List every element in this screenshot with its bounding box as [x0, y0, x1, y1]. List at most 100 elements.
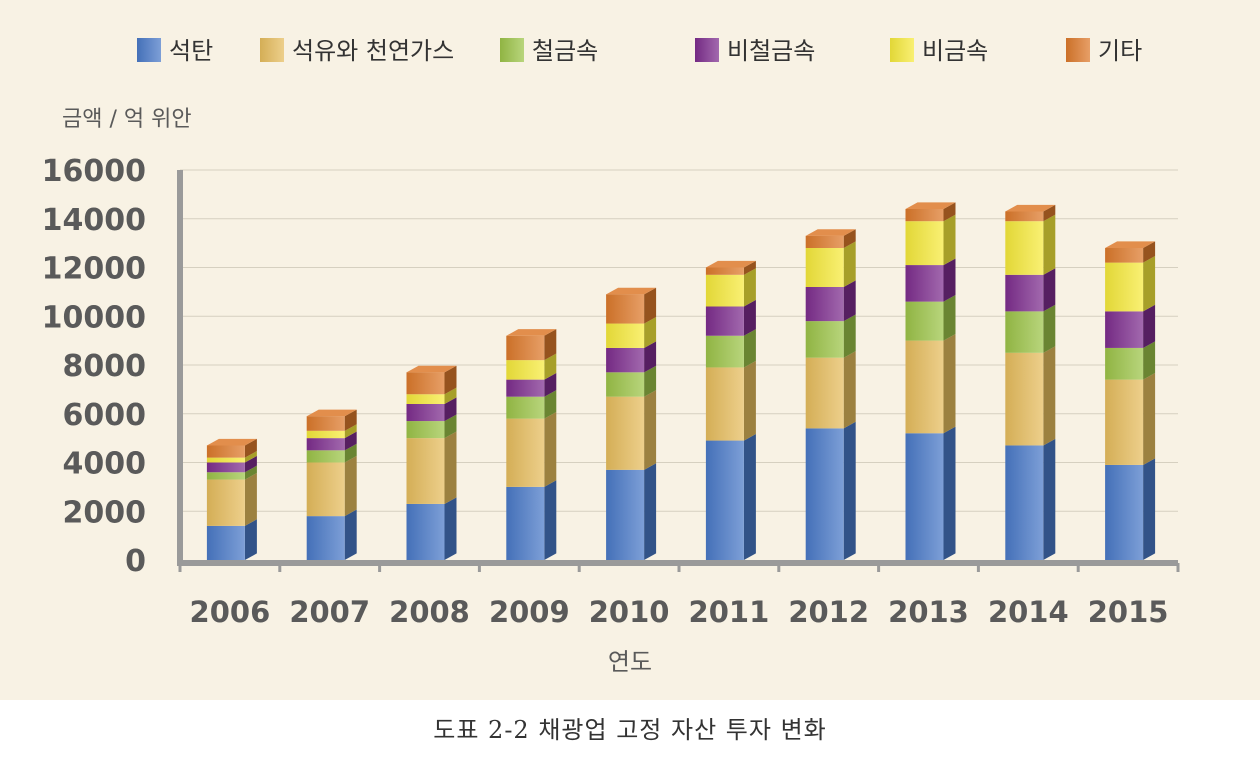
- bar-side-segment: [743, 260, 756, 275]
- x-tick-label: 2013: [888, 595, 969, 629]
- bar-segment-기타: [506, 335, 545, 361]
- bar-segment-석탄: [1005, 445, 1044, 560]
- y-tick-label: 6000: [63, 398, 147, 433]
- bar-side-segment: [1143, 256, 1156, 312]
- bar-side-segment: [1043, 268, 1056, 312]
- bar-side-segment: [244, 465, 257, 480]
- bar-segment-비금속: [1105, 262, 1144, 312]
- bar-segment-비금속: [805, 248, 844, 287]
- bar-top-face: [306, 409, 357, 417]
- bar-side-segment: [644, 463, 657, 560]
- legend-label: 비철금속: [727, 37, 815, 65]
- bar-side-segment: [1143, 341, 1156, 380]
- bar-side-segment: [743, 299, 756, 336]
- bar-segment-석유와 천연가스: [905, 340, 944, 434]
- bar-segment-비금속: [905, 221, 944, 266]
- bar-segment-석유와 천연가스: [705, 367, 744, 441]
- bar-segment-철금속: [1005, 311, 1044, 353]
- bar-side-segment: [444, 431, 457, 504]
- bar-side-segment: [244, 451, 257, 463]
- bar-side-segment: [644, 365, 657, 397]
- bar-side-segment: [444, 365, 457, 395]
- bar-segment-철금속: [206, 472, 245, 480]
- legend: 석탄 석유와 천연가스 철금속 비철금속 비금속 기타: [137, 37, 1142, 65]
- bar-side-segment: [943, 295, 956, 341]
- bar-segment-석유와 천연가스: [306, 462, 345, 517]
- legend-label: 철금속: [532, 37, 598, 65]
- bar-top-face: [805, 229, 856, 236]
- bar-segment-석탄: [905, 433, 944, 560]
- bar-segment-비금속: [606, 323, 645, 348]
- bar-segment-석탄: [1105, 464, 1144, 560]
- bar-side-segment: [644, 287, 657, 324]
- bar-segment-비철금속: [1105, 311, 1144, 348]
- x-tick-label: 2011: [689, 595, 770, 629]
- bar-side-segment: [843, 351, 856, 429]
- legend-label: 석탄: [169, 37, 213, 65]
- bar-segment-석탄: [705, 440, 744, 560]
- bar-segment-비금속: [1005, 221, 1044, 275]
- bar-segment-철금속: [406, 421, 445, 439]
- bar-segment-기타: [905, 209, 944, 222]
- bar-side-segment: [244, 455, 257, 473]
- bar-stack-2008: [406, 365, 457, 560]
- bar-side-segment: [344, 443, 357, 463]
- y-tick-label: 2000: [63, 495, 147, 530]
- bar-segment-비철금속: [406, 404, 445, 422]
- bar-stack-2014: [1005, 204, 1056, 560]
- bar-segment-기타: [606, 294, 645, 324]
- stacked-bar-chart: 석탄 석유와 천연가스 철금속 비철금속 비금속 기타 금액 / 억 위안 0 2000 40…: [42, 37, 1180, 676]
- bar-side-segment: [344, 455, 357, 517]
- bar-side-segment: [743, 360, 756, 441]
- x-tick-label: 2014: [988, 595, 1069, 629]
- bar-segment-석탄: [805, 428, 844, 560]
- bar-side-segment: [1143, 304, 1156, 348]
- bar-top-face: [1005, 204, 1056, 212]
- bar-segment-석유와 천연가스: [406, 438, 445, 504]
- bar-side-segment: [1043, 204, 1056, 222]
- bar-segment-석탄: [206, 525, 245, 560]
- bar-segment-비금속: [306, 430, 345, 439]
- bar-segment-철금속: [805, 321, 844, 358]
- legend-label: 기타: [1098, 37, 1142, 65]
- bar-segment-철금속: [705, 335, 744, 368]
- bar-segment-비철금속: [306, 438, 345, 451]
- bar-side-segment: [1043, 304, 1056, 353]
- legend-label: 비금속: [922, 37, 988, 65]
- bar-segment-기타: [206, 445, 245, 458]
- x-tick-label: 2009: [489, 595, 570, 629]
- legend-swatch: [137, 38, 161, 62]
- bar-side-segment: [1043, 214, 1056, 275]
- y-tick-labels: 0 2000 4000 6000 8000 10000 12000 14000 16000: [42, 154, 146, 579]
- bar-segment-비금속: [206, 457, 245, 463]
- x-tick-label: 2012: [788, 595, 869, 629]
- bar-side-segment: [244, 472, 257, 526]
- bar-side-segment: [544, 390, 557, 419]
- bar-segment-철금속: [306, 450, 345, 463]
- bar-segment-기타: [406, 372, 445, 395]
- legend-swatch: [890, 38, 914, 62]
- bar-stack-2009: [506, 329, 557, 560]
- bar-stack-2007: [306, 409, 357, 560]
- y-tick-label: 0: [125, 544, 146, 579]
- bar-segment-석탄: [406, 503, 445, 560]
- y-tick-label: 4000: [63, 447, 147, 482]
- bar-side-segment: [843, 280, 856, 322]
- bar-top-face: [506, 329, 557, 336]
- bar-segment-석탄: [506, 486, 545, 560]
- bar-side-segment: [1143, 373, 1156, 465]
- y-tick-label: 8000: [63, 349, 147, 384]
- bar-side-segment: [1143, 458, 1156, 560]
- x-tick-label: 2006: [190, 595, 271, 629]
- axes: [177, 170, 1180, 572]
- bar-stack-2010: [606, 287, 657, 560]
- bar-side-segment: [843, 421, 856, 560]
- bar-segment-기타: [1105, 248, 1144, 263]
- bar-top-face: [406, 365, 457, 373]
- bar-segment-비철금속: [705, 306, 744, 336]
- bar-segment-철금속: [905, 301, 944, 341]
- bar-side-segment: [943, 426, 956, 560]
- bar-stack-2006: [206, 438, 257, 560]
- bar-side-segment: [943, 258, 956, 302]
- bar-segment-비금속: [406, 394, 445, 404]
